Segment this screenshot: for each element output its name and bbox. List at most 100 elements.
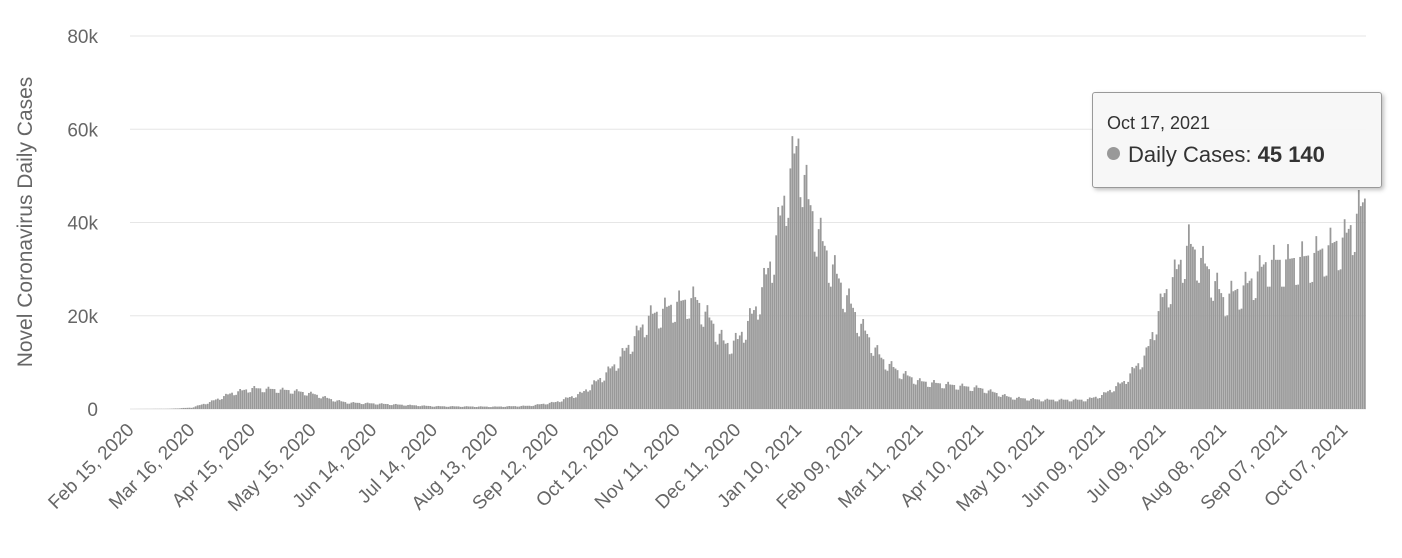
daily-cases-bar[interactable] — [807, 199, 810, 409]
daily-cases-bar[interactable] — [746, 320, 749, 409]
daily-cases-bar[interactable] — [492, 406, 494, 409]
daily-cases-bar[interactable] — [688, 318, 691, 409]
daily-cases-bar[interactable] — [186, 407, 189, 409]
daily-cases-bar[interactable] — [471, 406, 474, 409]
daily-cases-bar[interactable] — [1046, 398, 1049, 409]
daily-cases-bar[interactable] — [536, 404, 539, 409]
daily-cases-bar[interactable] — [631, 351, 634, 409]
daily-cases-bar[interactable] — [625, 347, 628, 409]
daily-cases-bar[interactable] — [1183, 279, 1186, 409]
daily-cases-bar[interactable] — [1291, 258, 1293, 409]
daily-cases-bar[interactable] — [637, 330, 640, 409]
daily-cases-bar[interactable] — [259, 388, 262, 409]
daily-cases-bar[interactable] — [178, 408, 181, 409]
daily-cases-bar[interactable] — [1222, 297, 1225, 409]
daily-cases-bar[interactable] — [395, 403, 397, 409]
daily-cases-bar[interactable] — [611, 366, 614, 409]
daily-cases-bar[interactable] — [1119, 383, 1121, 409]
daily-cases-bar[interactable] — [332, 401, 335, 409]
daily-cases-bar[interactable] — [1198, 282, 1200, 409]
daily-cases-bar[interactable] — [1299, 256, 1302, 409]
daily-cases-bar[interactable] — [204, 404, 207, 409]
daily-cases-bar[interactable] — [1264, 262, 1267, 409]
daily-cases-bar[interactable] — [1005, 396, 1008, 409]
daily-cases-bar[interactable] — [481, 406, 484, 409]
daily-cases-bar[interactable] — [645, 334, 648, 409]
daily-cases-bar[interactable] — [560, 401, 563, 409]
daily-cases-bar[interactable] — [1068, 401, 1071, 409]
daily-cases-bar[interactable] — [326, 397, 328, 409]
daily-cases-bar[interactable] — [180, 408, 183, 409]
daily-cases-bar[interactable] — [854, 312, 856, 409]
daily-cases-bar[interactable] — [1187, 224, 1190, 409]
daily-cases-bar[interactable] — [1078, 399, 1081, 409]
daily-cases-bar[interactable] — [443, 406, 446, 409]
daily-cases-bar[interactable] — [744, 339, 747, 409]
daily-cases-bar[interactable] — [726, 342, 729, 409]
daily-cases-bar[interactable] — [435, 406, 438, 409]
daily-cases-bar[interactable] — [198, 405, 201, 409]
daily-cases-bar[interactable] — [751, 313, 753, 409]
daily-cases-bar[interactable] — [1084, 401, 1087, 409]
daily-cases-bar[interactable] — [943, 388, 945, 409]
daily-cases-bar[interactable] — [1309, 282, 1312, 409]
daily-cases-bar[interactable] — [516, 406, 519, 409]
daily-cases-bar[interactable] — [684, 299, 687, 409]
daily-cases-bar[interactable] — [831, 264, 834, 409]
daily-cases-bar[interactable] — [1327, 245, 1330, 409]
daily-cases-bar[interactable] — [366, 402, 369, 409]
daily-cases-bar[interactable] — [965, 386, 968, 409]
daily-cases-bar[interactable] — [449, 406, 452, 409]
daily-cases-bar[interactable] — [479, 406, 482, 409]
daily-cases-bar[interactable] — [322, 396, 324, 409]
daily-cases-bar[interactable] — [862, 319, 865, 409]
daily-cases-bar[interactable] — [415, 405, 418, 409]
daily-cases-bar[interactable] — [237, 391, 239, 409]
daily-cases-bar[interactable] — [425, 405, 428, 409]
daily-cases-bar[interactable] — [949, 384, 952, 409]
daily-cases-bar[interactable] — [955, 389, 958, 409]
daily-cases-bar[interactable] — [870, 353, 873, 409]
daily-cases-bar[interactable] — [833, 255, 836, 409]
daily-cases-bar[interactable] — [655, 311, 658, 409]
daily-cases-bar[interactable] — [1177, 264, 1180, 409]
daily-cases-bar[interactable] — [496, 406, 498, 409]
daily-cases-bar[interactable] — [601, 382, 604, 409]
daily-cases-bar[interactable] — [882, 359, 885, 409]
daily-cases-bar[interactable] — [362, 404, 365, 409]
daily-cases-bar[interactable] — [918, 378, 921, 409]
daily-cases-bar[interactable] — [1248, 280, 1251, 409]
daily-cases-bar[interactable] — [888, 363, 891, 409]
daily-cases-bar[interactable] — [1131, 367, 1134, 409]
daily-cases-bar[interactable] — [920, 381, 923, 409]
daily-cases-bar[interactable] — [401, 404, 403, 409]
daily-cases-bar[interactable] — [504, 406, 507, 409]
daily-cases-bar[interactable] — [512, 406, 515, 409]
daily-cases-bar[interactable] — [208, 402, 211, 409]
daily-cases-bar[interactable] — [263, 392, 266, 409]
daily-cases-bar[interactable] — [789, 168, 792, 409]
daily-cases-bar[interactable] — [243, 389, 246, 409]
daily-cases-bar[interactable] — [759, 314, 761, 409]
daily-cases-bar[interactable] — [1044, 399, 1047, 409]
daily-cases-bar[interactable] — [269, 388, 272, 409]
daily-cases-bar[interactable] — [906, 375, 909, 409]
daily-cases-bar[interactable] — [1250, 278, 1253, 409]
daily-cases-bar[interactable] — [981, 388, 984, 409]
daily-cases-bar[interactable] — [1003, 394, 1006, 409]
daily-cases-bar[interactable] — [550, 401, 553, 409]
daily-cases-bar[interactable] — [1076, 399, 1079, 409]
daily-cases-bar[interactable] — [1107, 391, 1109, 409]
daily-cases-bar[interactable] — [791, 136, 794, 409]
daily-cases-bar[interactable] — [1092, 397, 1095, 409]
daily-cases-bar[interactable] — [738, 335, 741, 409]
daily-cases-bar[interactable] — [617, 368, 620, 409]
daily-cases-bar[interactable] — [1133, 368, 1136, 409]
daily-cases-bar[interactable] — [781, 205, 784, 409]
daily-cases-bar[interactable] — [795, 146, 798, 409]
daily-cases-bar[interactable] — [370, 403, 373, 409]
daily-cases-bar[interactable] — [247, 392, 250, 409]
daily-cases-bar[interactable] — [985, 393, 988, 409]
daily-cases-bar[interactable] — [678, 290, 680, 409]
daily-cases-bar[interactable] — [500, 406, 502, 409]
